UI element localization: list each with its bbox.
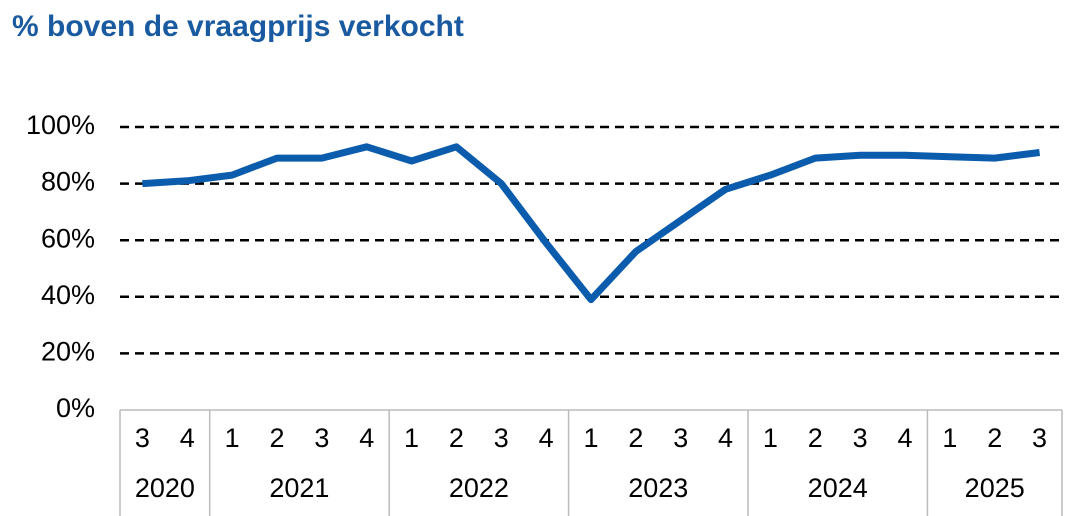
x-tick-label: 1 bbox=[583, 423, 598, 453]
x-tick-label: 1 bbox=[942, 423, 957, 453]
x-tick-label: 4 bbox=[897, 423, 912, 453]
x-tick-label: 4 bbox=[718, 423, 733, 453]
year-label: 2022 bbox=[449, 473, 509, 503]
year-label: 2025 bbox=[965, 473, 1025, 503]
y-tick-label: 60% bbox=[41, 223, 95, 253]
y-tick-label: 100% bbox=[26, 110, 95, 140]
x-tick-label: 2 bbox=[628, 423, 643, 453]
y-tick-label: 0% bbox=[56, 393, 95, 423]
x-tick-label: 1 bbox=[763, 423, 778, 453]
year-label: 2023 bbox=[628, 473, 688, 503]
x-tick-label: 3 bbox=[673, 423, 688, 453]
data-line bbox=[142, 143, 1041, 304]
x-tick-label: 3 bbox=[314, 423, 329, 453]
x-tick-label: 4 bbox=[359, 423, 374, 453]
x-tick-label: 4 bbox=[180, 423, 195, 453]
x-tick-label: 3 bbox=[853, 423, 868, 453]
x-tick-label: 2 bbox=[808, 423, 823, 453]
x-tick-label: 3 bbox=[1032, 423, 1047, 453]
x-tick-label: 3 bbox=[494, 423, 509, 453]
y-tick-label: 40% bbox=[41, 280, 95, 310]
year-label: 2020 bbox=[135, 473, 195, 503]
x-tick-label: 2 bbox=[449, 423, 464, 453]
x-tick-label: 2 bbox=[987, 423, 1002, 453]
year-label: 2024 bbox=[808, 473, 868, 503]
x-tick-label: 4 bbox=[539, 423, 554, 453]
x-tick-label: 2 bbox=[269, 423, 284, 453]
x-tick-label: 1 bbox=[225, 423, 240, 453]
y-tick-label: 80% bbox=[41, 167, 95, 197]
chart-title: % boven de vraagprijs verkocht bbox=[12, 10, 464, 43]
y-tick-label: 20% bbox=[41, 337, 95, 367]
x-tick-label: 3 bbox=[135, 423, 150, 453]
year-label: 2021 bbox=[269, 473, 329, 503]
x-tick-label: 1 bbox=[404, 423, 419, 453]
